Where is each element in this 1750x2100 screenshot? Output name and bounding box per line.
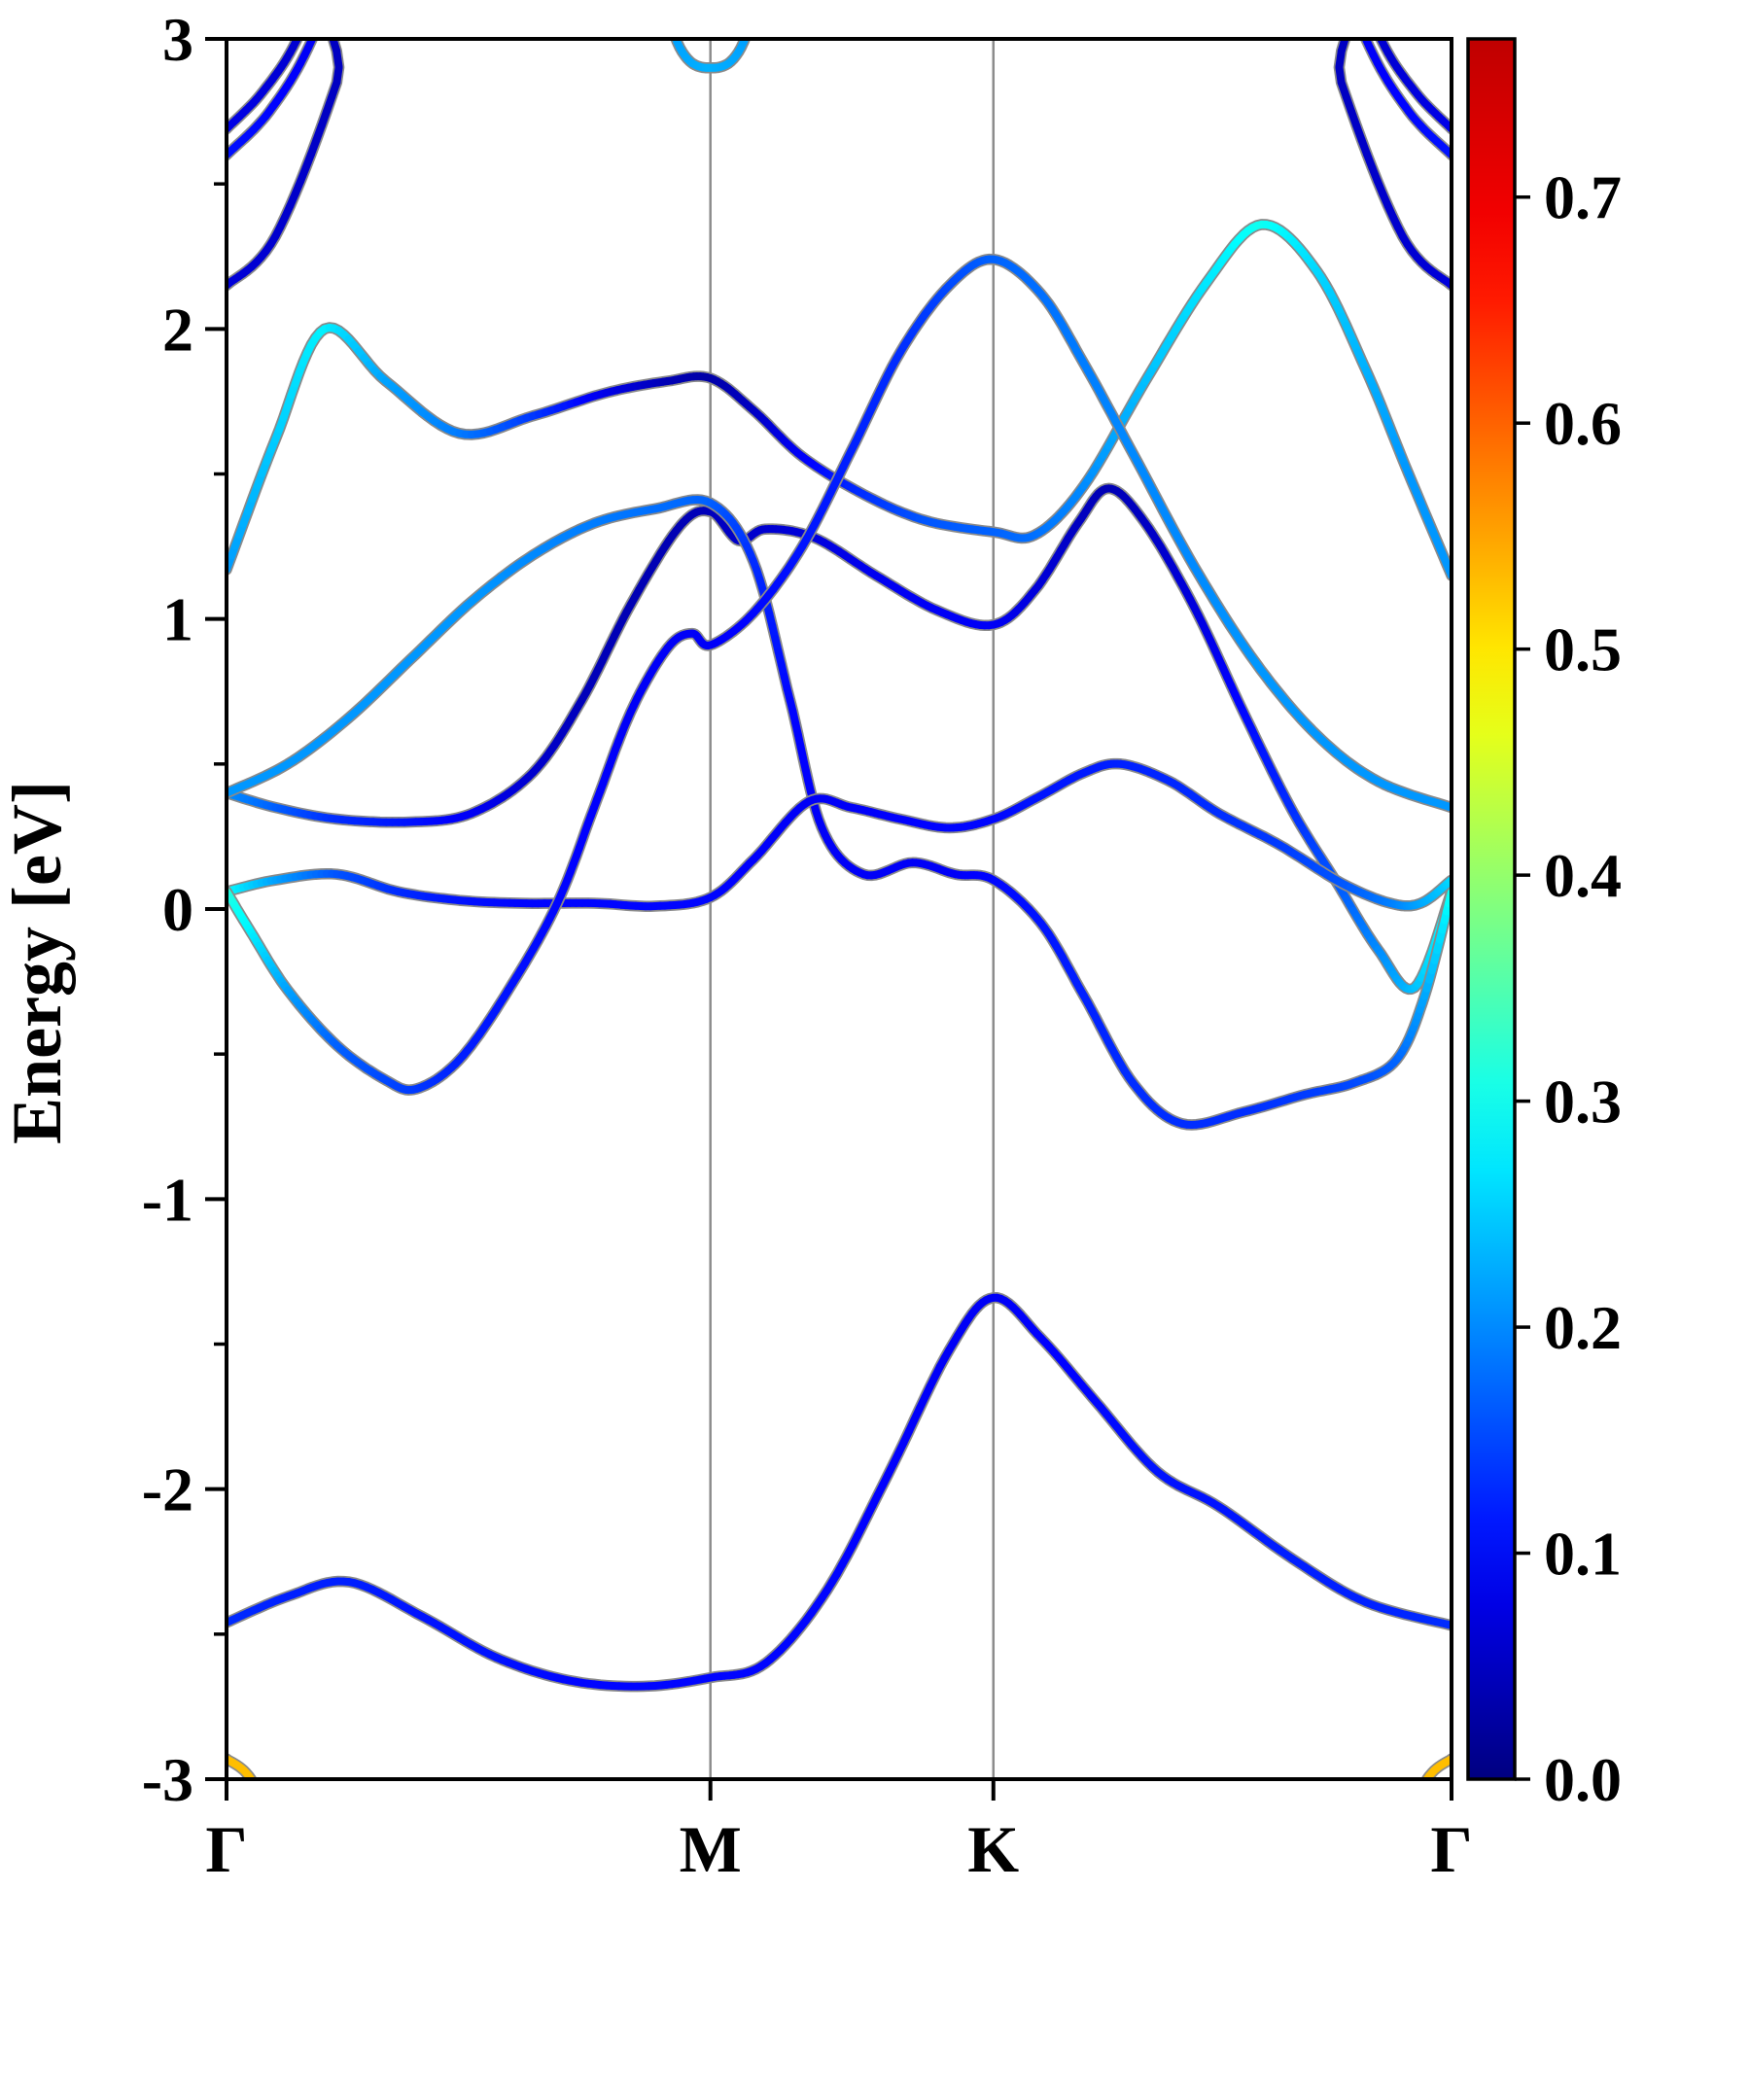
x-tick-label-1: M [680,1812,742,1886]
colorbar-gradient [1468,39,1515,1779]
band-top-dip-at-M [670,39,752,74]
colorbar-tick-label: 0.0 [1544,1745,1622,1814]
y-axis-label: Energy [eV] [0,781,76,1144]
x-tick-label-2: K [967,1812,1019,1886]
colorbar-tick-label: 0.2 [1544,1293,1622,1362]
colorbar-tick-label: 0.1 [1544,1520,1622,1589]
y-tick-label: -1 [142,1165,193,1234]
colorbar-tick-label: 0.6 [1544,389,1622,458]
colorbar-tick-label: 0.3 [1544,1068,1622,1137]
y-tick-label: -2 [142,1455,193,1524]
x-tick-label-0: Γ [205,1812,247,1886]
colorbar-tick-label: 0.5 [1544,615,1622,684]
colorbar-tick-label: 0.7 [1544,163,1622,232]
colorbar: 0.0 0.1 0.2 0.3 0.4 0.5 0.6 0.7 [1466,37,1622,1814]
band-band-notch-hump [227,482,1452,996]
y-tick-label: 1 [162,585,193,654]
band-upper-navy-pair-inner [227,39,1452,161]
band-upper-navy-single [227,39,1452,292]
band-band-plateau-K-hump [227,757,1452,912]
band-band-steep-riser-deep-dive [227,494,1452,1131]
band-band-valley-K-peak [227,253,1452,1096]
x-tick-label-3: Γ [1430,1812,1472,1886]
colorbar-border [1466,37,1517,1781]
bands-group [227,39,1452,1779]
y-tick-label: 2 [162,295,193,364]
band-band-lowest [227,1292,1452,1693]
gridlines [709,39,996,1779]
y-axis: 3 2 1 0 -1 -2 -3 [142,5,227,1814]
y-tick-label: 3 [162,5,193,74]
y-tick-label: 0 [162,875,193,944]
colorbar-tick-label: 0.4 [1544,841,1622,910]
y-tick-label: -3 [142,1745,193,1814]
